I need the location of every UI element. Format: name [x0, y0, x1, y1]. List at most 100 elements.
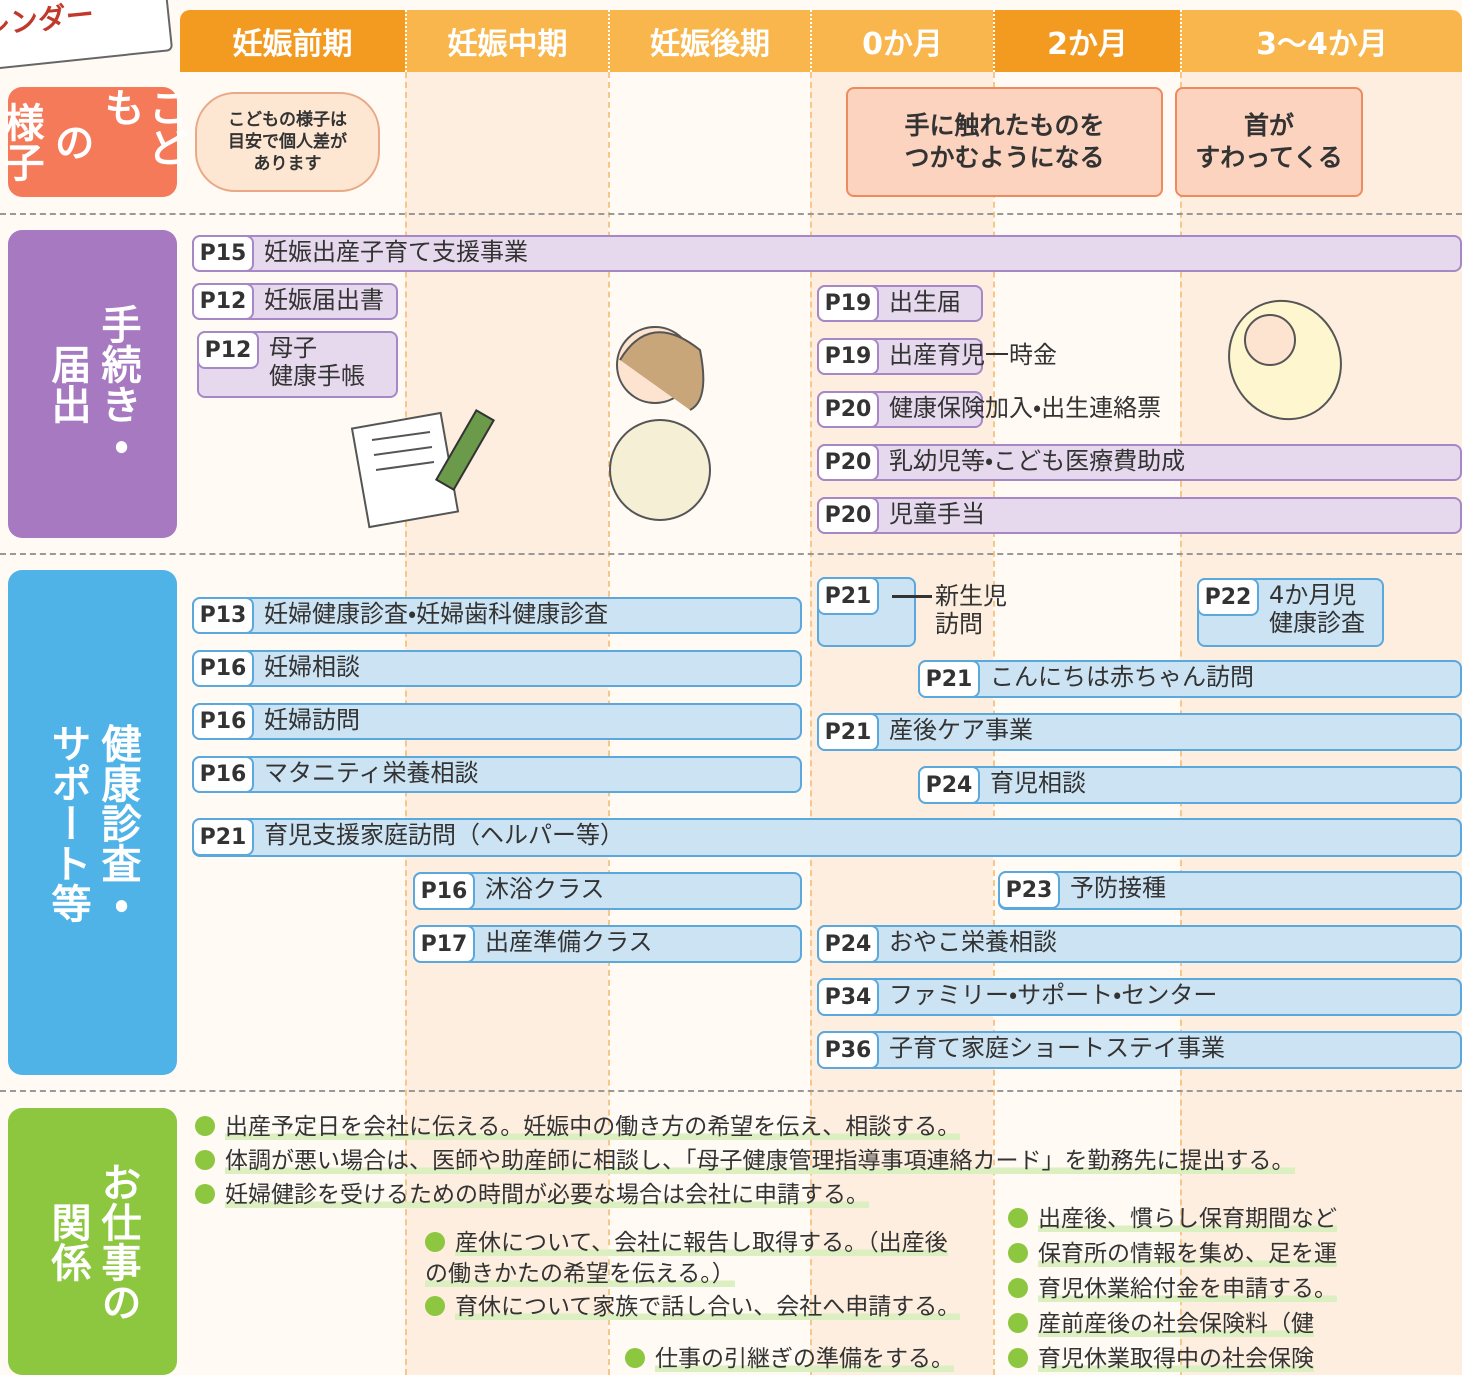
- work-item: 産休について、会社に報告し取得する。（出産後 の働きかたの希望を伝える。）: [425, 1228, 948, 1290]
- bullet: [425, 1232, 445, 1252]
- program-name: 児童手当: [889, 500, 985, 528]
- row-label-text: の: [47, 122, 94, 162]
- bullet: [1008, 1243, 1028, 1263]
- program-name: 妊娠届出書: [264, 286, 384, 314]
- program-bar: [918, 660, 1462, 698]
- program-name: 出産準備クラス: [485, 928, 653, 956]
- page-tag: P15: [192, 235, 254, 272]
- work-text: 体調が悪い場合は、医師や助産師に相談し、「母子健康管理指導事項連絡カード」を勤務…: [225, 1148, 1295, 1174]
- program-bar: [413, 872, 802, 910]
- work-item: 出産予定日を会社に伝える。妊娠中の働き方の希望を伝え、相談する。: [195, 1112, 961, 1143]
- program-bar: [817, 713, 1462, 751]
- page-tag: P22: [1197, 578, 1259, 616]
- program-bar: [192, 235, 1462, 272]
- work-text: 保育所の情報を集め、足を運: [1038, 1241, 1337, 1267]
- section-separator: [0, 1090, 1462, 1092]
- program-bar: [817, 1031, 1462, 1069]
- program-name: 育児相談: [990, 769, 1086, 797]
- program-name: 新生児 訪問: [935, 582, 1007, 638]
- program-bar: [192, 703, 802, 740]
- bullet: [195, 1116, 215, 1136]
- row-label-text: サポート等: [44, 722, 91, 923]
- work-text: 出産予定日を会社に伝える。妊娠中の働き方の希望を伝え、相談する。: [225, 1114, 961, 1140]
- row-label-text: 関係: [44, 1201, 91, 1282]
- page-tag: P17: [413, 925, 475, 963]
- page-tag: P36: [817, 1031, 879, 1069]
- section-separator: [0, 553, 1462, 555]
- period-header: 妊娠前期: [180, 10, 405, 72]
- program-name: 出産育児一時金: [889, 341, 1057, 369]
- program-name: 産後ケア事業: [889, 716, 1033, 744]
- period-header: 3〜4か月: [1180, 10, 1462, 72]
- page-tag: P21: [918, 660, 980, 698]
- page-tag: P16: [192, 756, 254, 793]
- work-text: 産前産後の社会保険料（健: [1038, 1311, 1314, 1337]
- page-tag: P21: [817, 577, 879, 615]
- page-tag: P24: [918, 766, 980, 804]
- program-bar: [192, 818, 1462, 857]
- work-item: 育児休業給付金を申請する。: [1008, 1274, 1337, 1305]
- section-separator: [0, 213, 1462, 215]
- program-name: ファミリー・サポート・センター: [889, 981, 1218, 1009]
- mother-illustration: [609, 326, 711, 521]
- work-item: 育児休業取得中の社会保険: [1008, 1344, 1314, 1375]
- page-tag: P19: [817, 338, 879, 375]
- period-header: 2か月: [993, 10, 1180, 72]
- row-label-text: 健康診査・: [94, 722, 141, 923]
- bullet: [625, 1348, 645, 1368]
- bullet: [1008, 1313, 1028, 1333]
- page-tag: P20: [817, 497, 879, 534]
- work-text: 仕事の引継ぎの準備をする。: [655, 1346, 954, 1372]
- program-name: 母子 健康手帳: [269, 334, 365, 390]
- period-header: 妊娠中期: [405, 10, 608, 72]
- program-name: 妊娠出産子育て支援事業: [264, 238, 528, 266]
- work-item: 産前産後の社会保険料（健: [1008, 1309, 1314, 1340]
- row-label-text: お仕事の: [94, 1161, 141, 1322]
- work-item: 出産後、慣らし保育期間など: [1008, 1204, 1337, 1235]
- program-name: 健康保険加入・出生連絡票: [889, 394, 1162, 422]
- bullet: [425, 1296, 445, 1316]
- note-bubble: こどもの様子は 目安で個人差が あります: [195, 92, 380, 192]
- program-bar: [192, 756, 802, 793]
- bullet: [195, 1184, 215, 1204]
- program-name: 4か月児 健康診査: [1269, 581, 1365, 637]
- program-name: 妊婦訪問: [264, 706, 360, 734]
- connector: [892, 595, 932, 598]
- program-bar: [817, 925, 1462, 963]
- program-bar: [192, 650, 802, 687]
- program-name: 妊婦健康診査・妊婦歯科健康診査: [264, 600, 609, 628]
- work-text: 育児休業取得中の社会保険: [1038, 1346, 1314, 1372]
- period-header: 0か月: [810, 10, 993, 72]
- work-item: 育休について家族で話し合い、会社へ申請する。: [425, 1292, 961, 1323]
- bullet: [195, 1150, 215, 1170]
- row-label-text: こども: [97, 87, 188, 167]
- page-tag: P12: [197, 331, 259, 369]
- page-tag: P16: [192, 703, 254, 740]
- program-name: おやこ栄養相談: [889, 928, 1057, 956]
- page-tag: P13: [192, 597, 254, 634]
- work-text: 出産後、慣らし保育期間など: [1038, 1206, 1337, 1232]
- row-label: 健康診査・ サポート等: [8, 570, 177, 1075]
- program-name: 乳幼児等・こども医療費助成: [889, 447, 1186, 475]
- bullet: [1008, 1208, 1028, 1228]
- child-status-box: 首が すわってくる: [1175, 87, 1363, 197]
- program-bar: [192, 597, 802, 634]
- program-bar: [817, 444, 1462, 481]
- bullet: [1008, 1278, 1028, 1298]
- page-tag: P24: [817, 925, 879, 963]
- work-text: 妊婦健診を受けるための時間が必要な場合は会社に申請する。: [225, 1182, 869, 1208]
- page-tag: P12: [192, 283, 254, 320]
- program-name: マタニティ栄養相談: [264, 759, 479, 787]
- program-name: 沐浴クラス: [485, 875, 605, 903]
- page-tag: P19: [817, 285, 879, 322]
- work-item: 妊婦健診を受けるための時間が必要な場合は会社に申請する。: [195, 1180, 869, 1211]
- work-text: 育休について家族で話し合い、会社へ申請する。: [455, 1294, 961, 1320]
- program-name: 子育て家庭ショートステイ事業: [889, 1034, 1225, 1062]
- work-item: 体調が悪い場合は、医師や助産師に相談し、「母子健康管理指導事項連絡カード」を勤務…: [195, 1146, 1295, 1177]
- page-tag: P20: [817, 444, 879, 481]
- program-name: 出生届: [889, 288, 961, 316]
- row-label: 手続き・ 届出: [8, 230, 177, 538]
- program-name: 育児支援家庭訪問（ヘルパー等）: [264, 821, 624, 849]
